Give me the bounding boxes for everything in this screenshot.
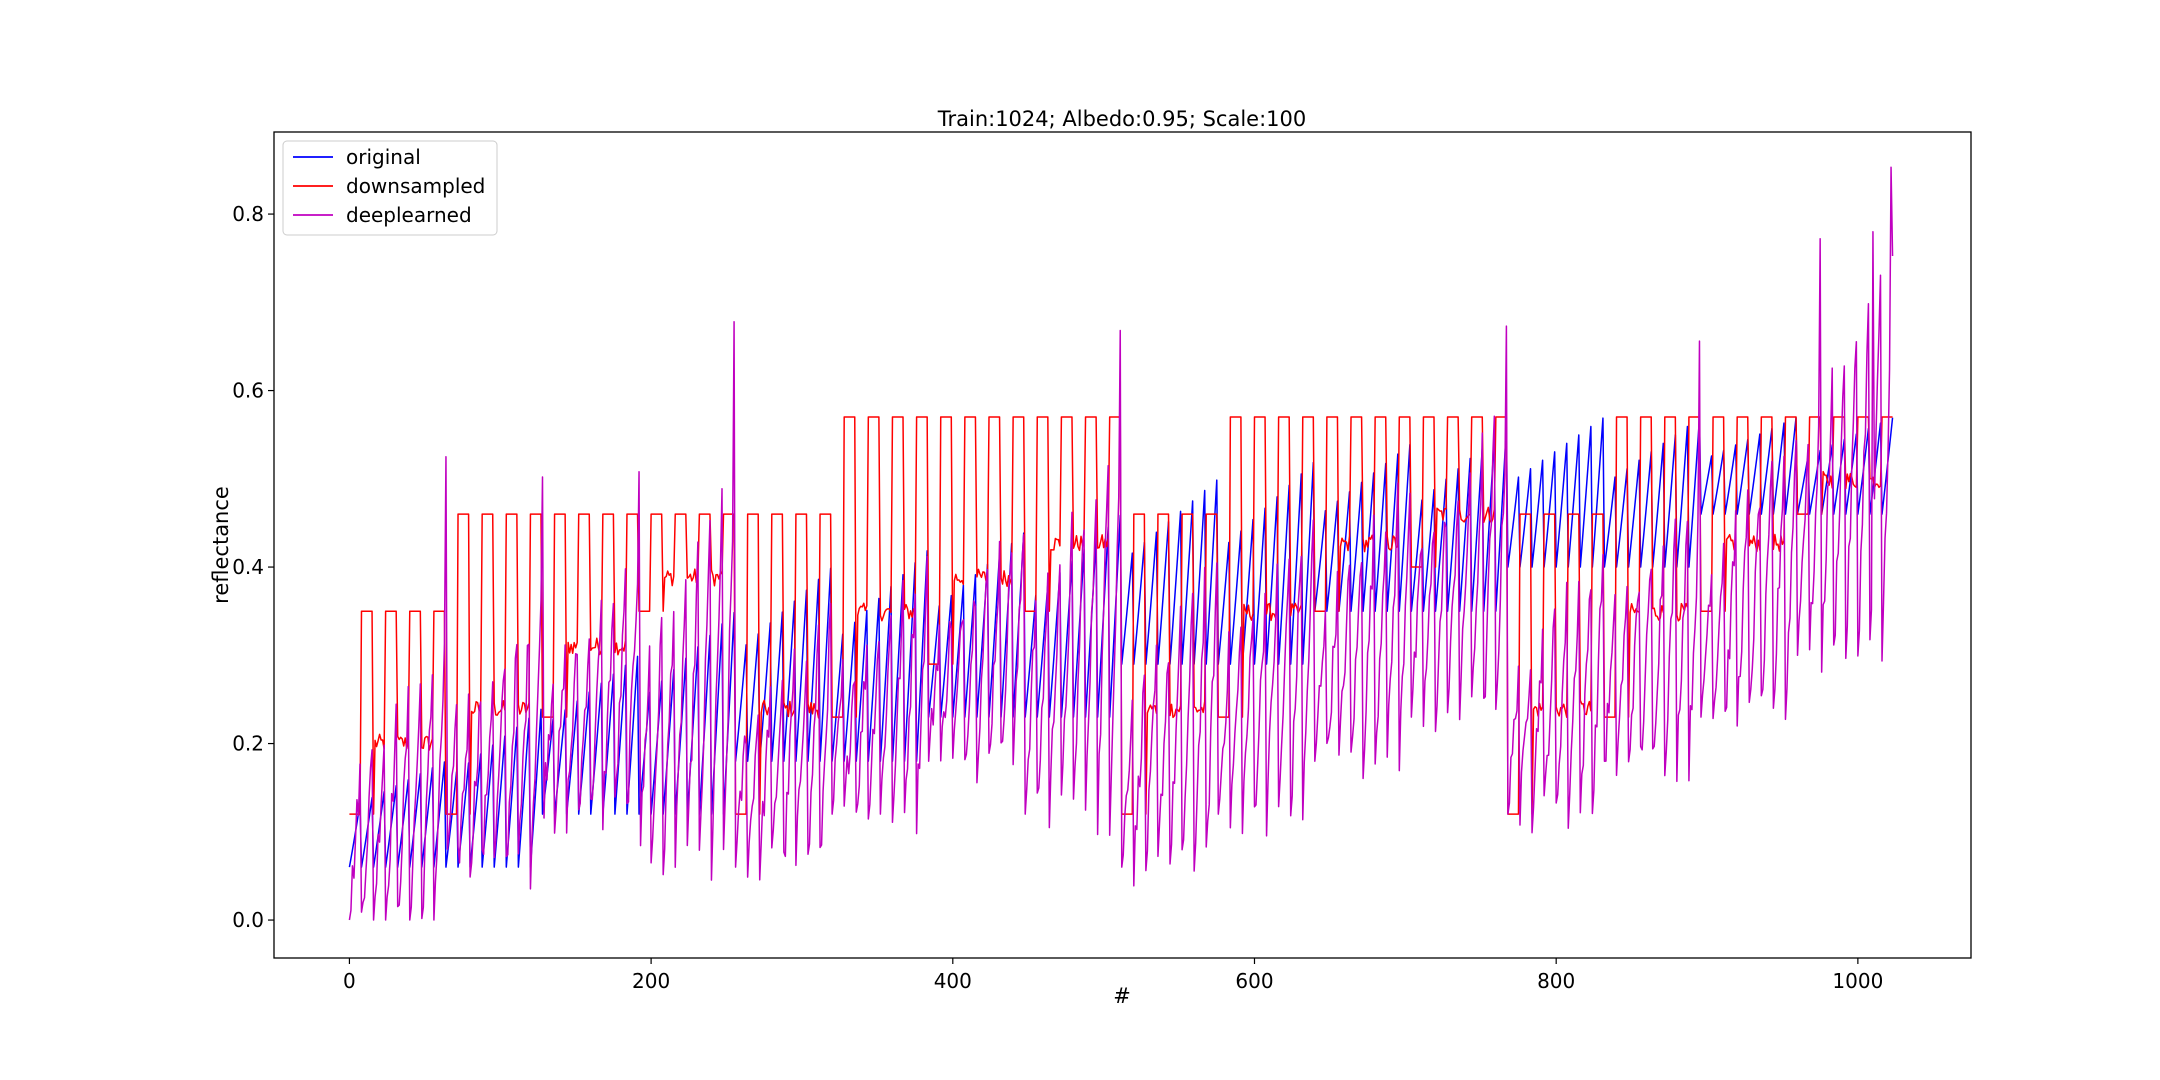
x-tick-label: 400 xyxy=(934,969,972,993)
x-axis: 0 200 400 600 800 1000 xyxy=(343,958,1883,993)
y-axis: 0.0 0.2 0.4 0.6 0.8 xyxy=(232,202,274,932)
x-tick-label: 200 xyxy=(632,969,670,993)
y-tick-label: 0.2 xyxy=(232,732,264,756)
chart-title: Train:1024; Albedo:0.95; Scale:100 xyxy=(937,107,1307,131)
legend-label-deeplearned: deeplearned xyxy=(346,203,472,227)
plot-frame xyxy=(273,131,1972,959)
legend-label-original: original xyxy=(346,145,421,169)
y-tick-label: 0.0 xyxy=(232,908,264,932)
y-tick-label: 0.8 xyxy=(232,202,264,226)
series-line-deeplearned xyxy=(348,166,1894,921)
y-tick-label: 0.6 xyxy=(232,379,264,403)
legend-label-downsampled: downsampled xyxy=(346,174,485,198)
y-tick-label: 0.4 xyxy=(232,555,264,579)
x-tick-label: 1000 xyxy=(1832,969,1883,993)
x-tick-label: 600 xyxy=(1235,969,1273,993)
legend: original downsampled deeplearned xyxy=(282,140,498,236)
series-layer xyxy=(348,166,1894,921)
x-axis-title: # xyxy=(1113,984,1131,1008)
x-tick-label: 800 xyxy=(1537,969,1575,993)
x-tick-label: 0 xyxy=(343,969,356,993)
legend-frame xyxy=(282,140,498,236)
y-axis-title: reflectance xyxy=(209,486,233,604)
